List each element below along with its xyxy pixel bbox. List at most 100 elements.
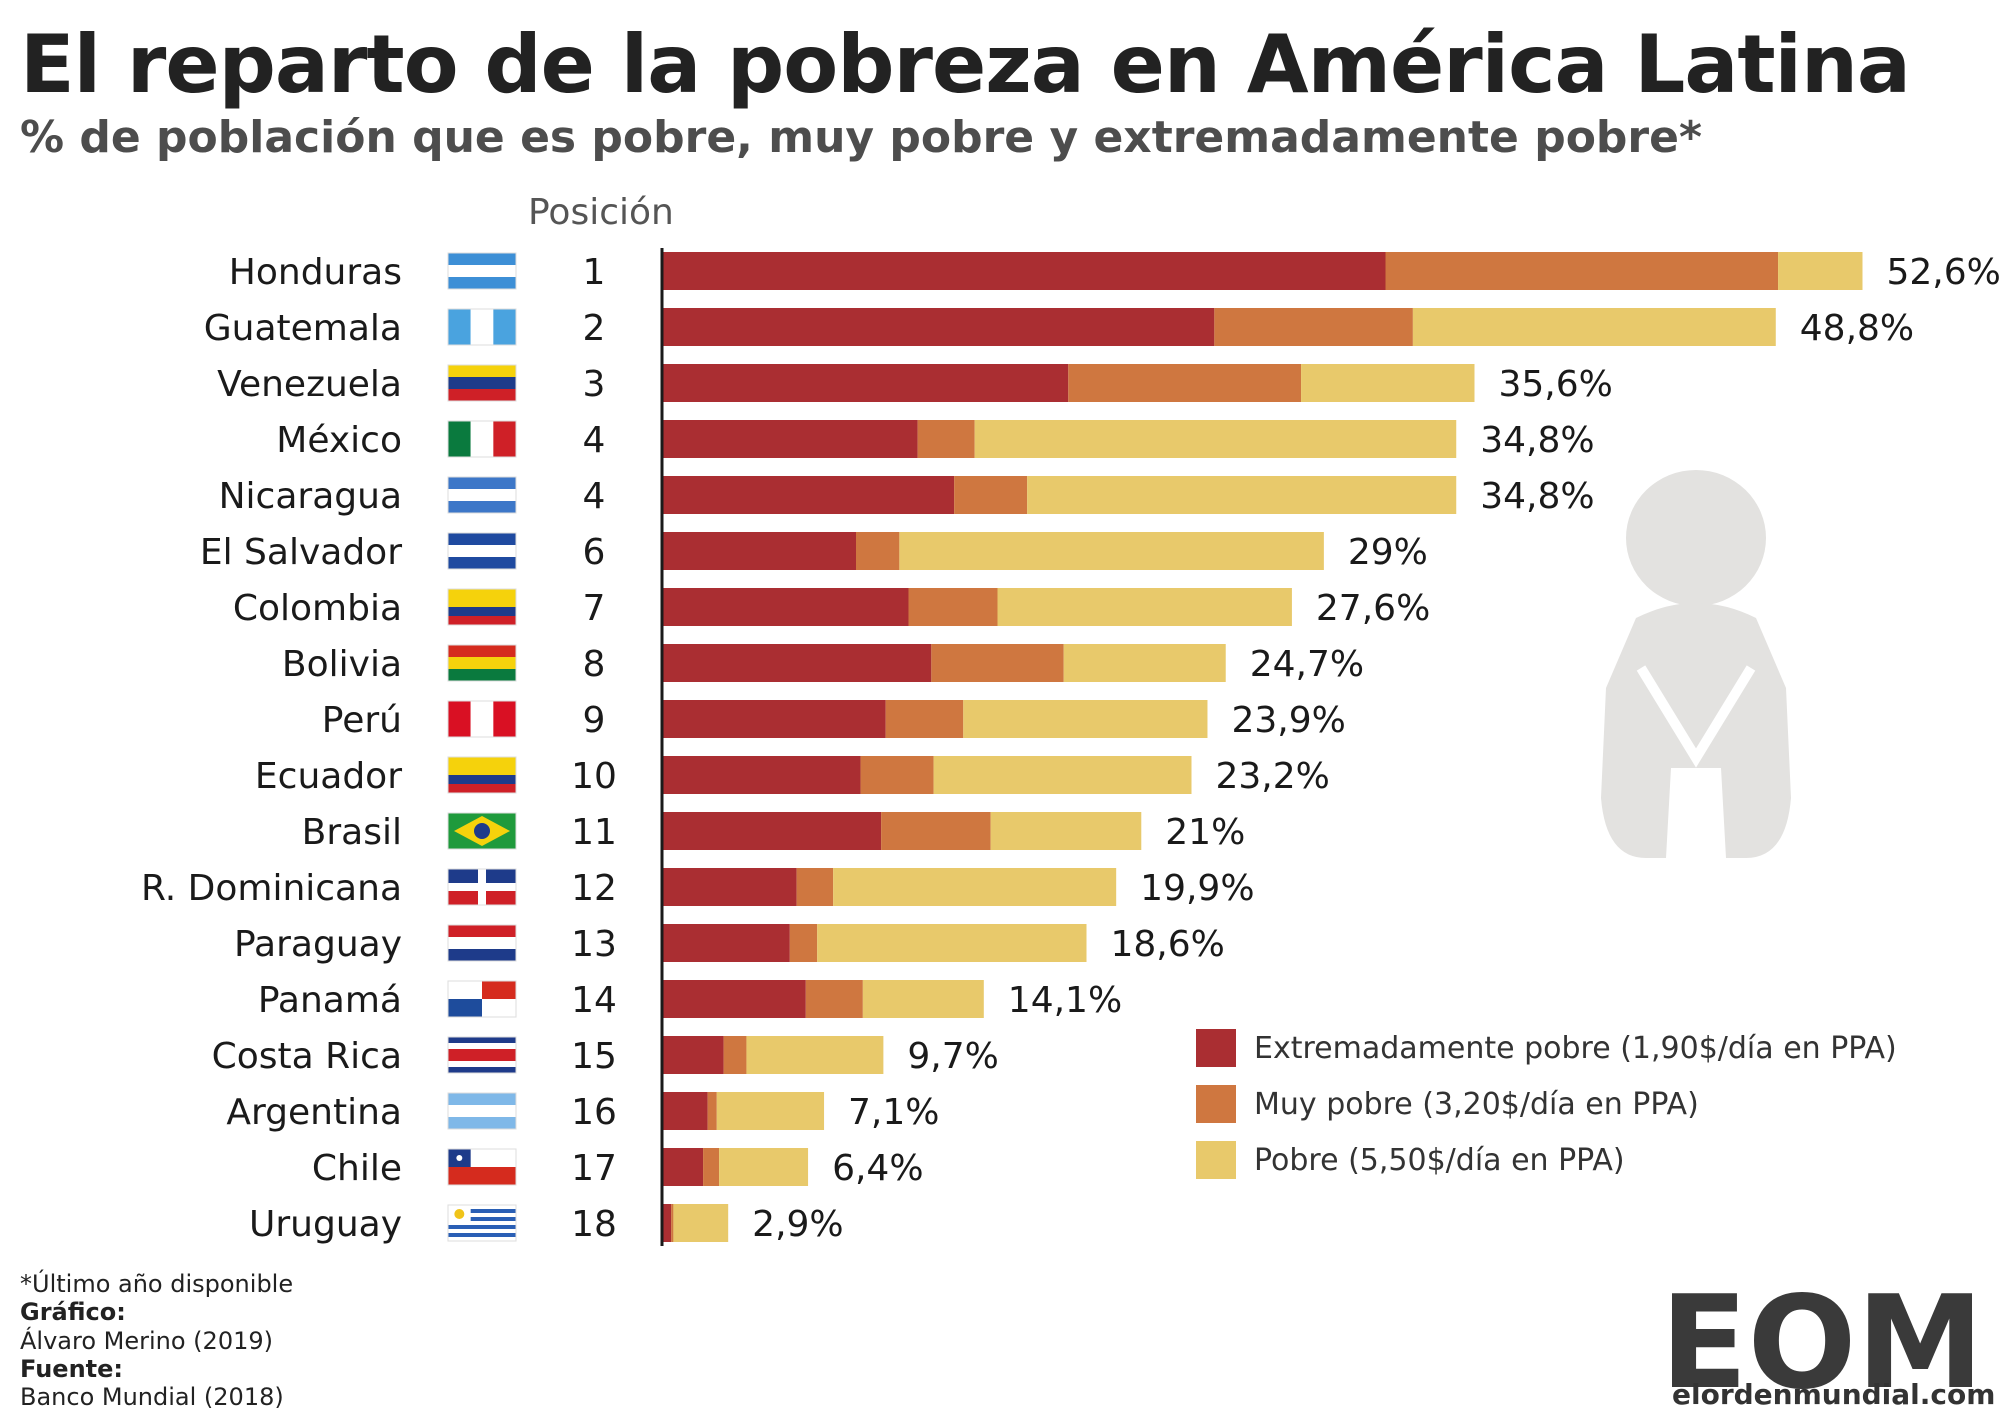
footer-source-label: Fuente:	[20, 1355, 123, 1383]
eom-logo-text: EOM	[1672, 1269, 1972, 1410]
country-label-honduras: Honduras	[229, 252, 402, 293]
total-label-m-xico: 34,8%	[1480, 420, 1594, 461]
bar-extreme-uruguay	[662, 1204, 672, 1242]
bar-very-poor-m-xico	[917, 420, 975, 458]
bar-very-poor-el-salvador	[855, 532, 900, 570]
flag-icon-paraguay	[447, 924, 517, 962]
total-label-uruguay: 2,9%	[752, 1204, 843, 1245]
chart-subtitle: % de población que es pobre, muy pobre y…	[20, 112, 1702, 163]
legend: Extremadamente pobre (1,90$/día en PPA) …	[1196, 1020, 1897, 1188]
bar-poor-bolivia	[1063, 644, 1226, 682]
flag-icon-m-xico	[447, 420, 517, 458]
bar-poor-brasil	[990, 812, 1142, 850]
bar-extreme-nicaragua	[662, 476, 955, 514]
bar-very-poor-r-dominicana	[796, 868, 834, 906]
legend-swatch-very-poor	[1196, 1085, 1236, 1123]
bar-extreme-ecuador	[662, 756, 861, 794]
bar-extreme-el-salvador	[662, 532, 856, 570]
bar-poor-guatemala	[1412, 308, 1776, 346]
position-label-r-dominicana: 12	[571, 868, 617, 909]
total-label-guatemala: 48,8%	[1800, 308, 1914, 349]
flag-icon-guatemala	[447, 308, 517, 346]
bar-extreme-brasil	[662, 812, 882, 850]
position-label-el-salvador: 6	[583, 532, 606, 573]
country-label-paraguay: Paraguay	[234, 924, 402, 965]
position-label-argentina: 16	[571, 1092, 617, 1133]
bar-very-poor-nicaragua	[954, 476, 1028, 514]
bar-very-poor-brasil	[881, 812, 991, 850]
bar-very-poor-costa-rica	[723, 1036, 747, 1074]
poor-person-silhouette-icon	[1601, 470, 1791, 858]
footer-graph-label: Gráfico:	[20, 1298, 126, 1326]
bar-very-poor-colombia	[908, 588, 998, 626]
total-label-colombia: 27,6%	[1316, 588, 1430, 629]
bar-poor-m-xico	[974, 420, 1457, 458]
total-label-venezuela: 35,6%	[1499, 364, 1613, 405]
bar-extreme-honduras	[662, 252, 1386, 290]
total-label-costa-rica: 9,7%	[907, 1036, 998, 1077]
position-label-chile: 17	[571, 1148, 617, 1189]
bar-extreme-m-xico	[662, 420, 918, 458]
country-label-m-xico: México	[276, 420, 402, 461]
bar-poor-honduras	[1778, 252, 1863, 290]
country-label-bolivia: Bolivia	[282, 644, 402, 685]
total-label-brasil: 21%	[1165, 812, 1245, 853]
position-label-ecuador: 10	[571, 756, 617, 797]
legend-item-very-poor: Muy pobre (3,20$/día en PPA)	[1196, 1076, 1897, 1132]
footer-source-value: Banco Mundial (2018)	[20, 1383, 284, 1411]
total-label-bolivia: 24,7%	[1250, 644, 1364, 685]
flag-icon-brasil	[447, 812, 517, 850]
bar-very-poor-uruguay	[671, 1204, 674, 1242]
position-label-brasil: 11	[571, 812, 617, 853]
bar-poor-venezuela	[1301, 364, 1475, 402]
position-label-uruguay: 18	[571, 1204, 617, 1245]
flag-icon-nicaragua	[447, 476, 517, 514]
country-label-uruguay: Uruguay	[249, 1204, 402, 1245]
position-label-panam-: 14	[571, 980, 617, 1021]
total-label-nicaragua: 34,8%	[1480, 476, 1594, 517]
total-label-honduras: 52,6%	[1887, 252, 2000, 293]
bar-very-poor-per-	[885, 700, 964, 738]
bar-very-poor-argentina	[707, 1092, 717, 1130]
figure-body	[1601, 603, 1791, 858]
position-header: Posición	[528, 192, 674, 233]
bar-extreme-argentina	[662, 1092, 708, 1130]
flag-icon-bolivia	[447, 644, 517, 682]
position-label-colombia: 7	[583, 588, 606, 629]
legend-label-poor: Pobre (5,50$/día en PPA)	[1254, 1142, 1625, 1178]
legend-item-poor: Pobre (5,50$/día en PPA)	[1196, 1132, 1897, 1188]
bar-extreme-costa-rica	[662, 1036, 724, 1074]
flag-icon-honduras	[447, 252, 517, 290]
position-label-venezuela: 3	[583, 364, 606, 405]
bar-extreme-guatemala	[662, 308, 1215, 346]
eom-logo: EOM	[1672, 1269, 1972, 1410]
country-label-ecuador: Ecuador	[255, 756, 402, 797]
bar-extreme-paraguay	[662, 924, 790, 962]
total-label-paraguay: 18,6%	[1111, 924, 1225, 965]
position-label-per-: 9	[583, 700, 606, 741]
position-label-paraguay: 13	[571, 924, 617, 965]
flag-icon-chile	[447, 1148, 517, 1186]
bar-extreme-chile	[662, 1148, 704, 1186]
legend-label-very-poor: Muy pobre (3,20$/día en PPA)	[1254, 1086, 1699, 1122]
flag-icon-panam-	[447, 980, 517, 1018]
bar-poor-colombia	[997, 588, 1292, 626]
position-label-bolivia: 8	[583, 644, 606, 685]
bar-poor-costa-rica	[746, 1036, 884, 1074]
bar-very-poor-bolivia	[931, 644, 1064, 682]
country-label-nicaragua: Nicaragua	[219, 476, 402, 517]
flag-icon-costa-rica	[447, 1036, 517, 1074]
country-label-argentina: Argentina	[226, 1092, 402, 1133]
country-label-colombia: Colombia	[233, 588, 402, 629]
country-label-guatemala: Guatemala	[204, 308, 402, 349]
legend-swatch-poor	[1196, 1141, 1236, 1179]
bar-extreme-colombia	[662, 588, 909, 626]
bar-extreme-r-dominicana	[662, 868, 797, 906]
country-label-el-salvador: El Salvador	[200, 532, 402, 573]
country-label-costa-rica: Costa Rica	[212, 1036, 402, 1077]
flag-icon-el-salvador	[447, 532, 517, 570]
total-label-el-salvador: 29%	[1348, 532, 1428, 573]
bar-very-poor-chile	[703, 1148, 720, 1186]
country-label-r-dominicana: R. Dominicana	[141, 868, 402, 909]
bar-poor-nicaragua	[1027, 476, 1457, 514]
